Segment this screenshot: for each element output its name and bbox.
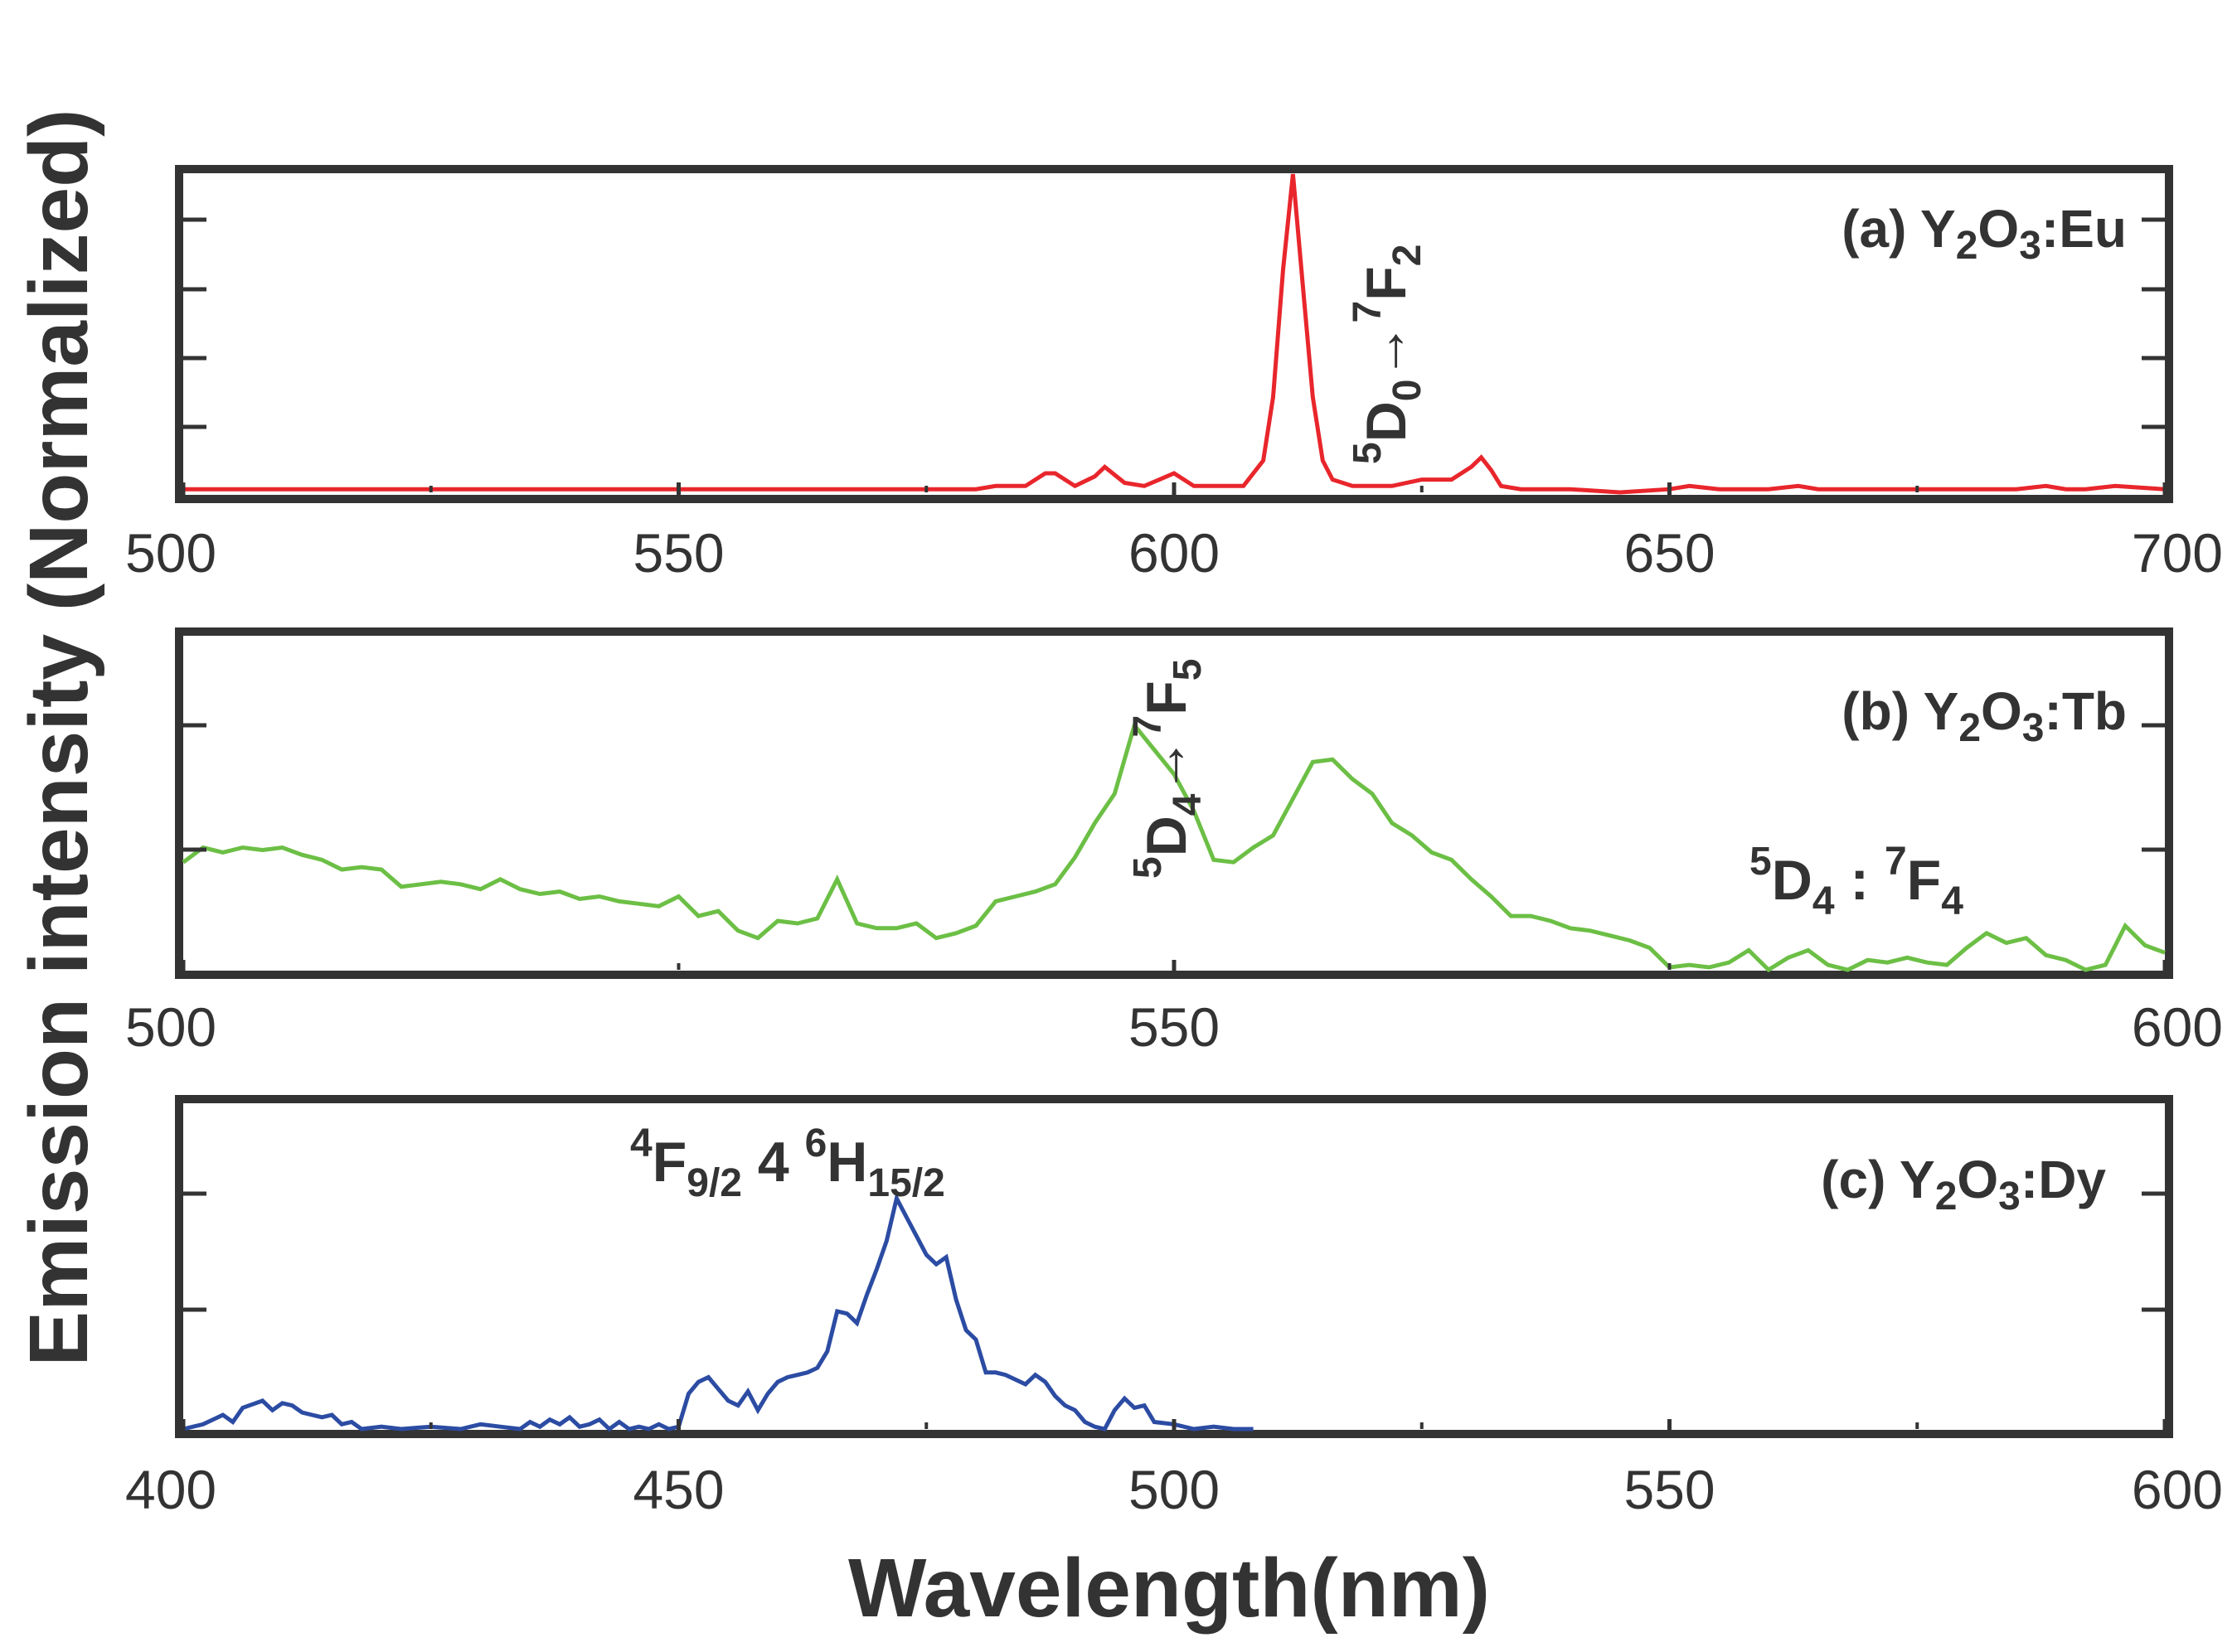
- annotation-part-1: D: [1355, 401, 1418, 442]
- panel-b-transition-annotation-1: 5D4→7F5: [1126, 659, 1210, 879]
- annotation-part-4: 7: [1346, 301, 1390, 323]
- x-tick-label: 500: [125, 522, 216, 584]
- panel-b-ticks: 500 550 600: [125, 723, 2223, 1058]
- panel-c-ticks: 400 450 500 550 600: [125, 1191, 2223, 1520]
- panel-c: 400 450 500 550 600 (c) Y2O3:Dy 4F9/2 4 6H15…: [125, 1095, 2223, 1520]
- annotation-part-4: 6: [805, 1122, 827, 1165]
- annotation-part-2: 4: [1812, 879, 1835, 923]
- x-tick-label: 600: [2132, 996, 2223, 1058]
- x-tick-label: 600: [2132, 1459, 2223, 1520]
- annotation-part-2: 4: [1166, 793, 1210, 816]
- annotation-part-2: 0: [1385, 379, 1429, 401]
- x-axis-label: Wavelength(nm): [848, 1542, 1490, 1635]
- x-tick-label: 550: [1128, 996, 1220, 1058]
- annotation-part-2: 9/2: [687, 1161, 742, 1205]
- panel-c-transition-annotation: 4F9/2 4 6H15/2: [630, 1122, 945, 1205]
- annotation-part-0: 5: [1126, 856, 1170, 879]
- x-tick-label: 400: [125, 1459, 216, 1520]
- annotation-part-6: 2: [1385, 245, 1429, 267]
- annotation-part-3: →: [1135, 737, 1198, 793]
- annotation-part-4: 7: [1126, 715, 1170, 738]
- annotation-part-5: F: [1135, 681, 1198, 715]
- x-tick-label: 550: [633, 522, 724, 584]
- y-axis-label: Emission intensity (Normalized): [12, 109, 105, 1367]
- annotation-part-0: 5: [1749, 840, 1772, 884]
- panel-c-series-line: [182, 1192, 1254, 1432]
- x-tick-label: 550: [1623, 1459, 1715, 1520]
- annotation-part-6: 4: [1941, 879, 1963, 923]
- panel-b-transition-annotation-2: 5D4 : 7F4: [1749, 840, 1963, 923]
- annotation-part-3: 4: [742, 1131, 805, 1194]
- x-tick-label: 600: [1128, 522, 1220, 584]
- annotation-part-5: F: [1907, 849, 1942, 912]
- annotation-part-1: F: [653, 1131, 687, 1194]
- x-tick-label: 500: [125, 996, 216, 1058]
- annotation-part-6: 15/2: [867, 1161, 944, 1205]
- panel-a-series-line: [183, 173, 2166, 495]
- panel-a-transition-annotation: 5D0→7F2: [1346, 245, 1429, 464]
- panel-b-series-line: [182, 720, 2166, 973]
- annotation-part-3: :: [1835, 849, 1885, 912]
- annotation-part-6: 5: [1166, 659, 1210, 681]
- x-tick-label: 450: [633, 1459, 724, 1520]
- annotation-part-1: D: [1772, 849, 1812, 912]
- panel-a-ticks: 500 550 600 650 700: [125, 217, 2223, 584]
- panel-b-title: (b) Y2O3:Tb: [1842, 681, 2127, 750]
- annotation-part-5: F: [1355, 266, 1418, 301]
- annotation-part-0: 4: [630, 1122, 653, 1165]
- annotation-part-5: H: [827, 1131, 867, 1194]
- annotation-part-3: →: [1355, 322, 1418, 379]
- annotation-part-1: D: [1135, 816, 1198, 856]
- annotation-part-0: 5: [1346, 442, 1390, 464]
- panel-a-title: (a) Y2O3:Eu: [1842, 199, 2127, 268]
- x-tick-label: 700: [2132, 522, 2223, 584]
- panel-c-title: (c) Y2O3:Dy: [1821, 1150, 2106, 1218]
- x-tick-label: 500: [1128, 1459, 1220, 1520]
- panel-a-frame: [175, 165, 2173, 503]
- panel-a: 500 550 600 650 700 (a) Y2O3:Eu 5D0→7F2: [125, 165, 2223, 584]
- x-tick-label: 650: [1623, 522, 1715, 584]
- annotation-part-4: 7: [1885, 840, 1907, 884]
- panel-b: 500 550 600 (b) Y2O3:Tb 5D4→7F5 5D4 : 7F4: [125, 627, 2223, 1058]
